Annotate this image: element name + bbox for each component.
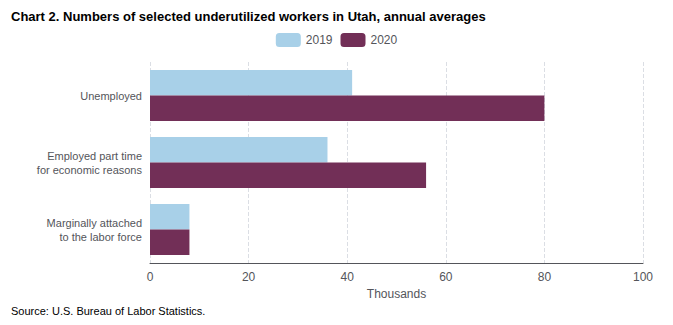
svg-text:2019: 2019 [306, 33, 333, 47]
svg-text:Unemployed: Unemployed [80, 90, 142, 102]
svg-text:for economic reasons: for economic reasons [37, 164, 143, 176]
svg-text:60: 60 [439, 270, 453, 284]
svg-text:Thousands: Thousands [367, 287, 426, 301]
svg-text:80: 80 [538, 270, 552, 284]
svg-text:Source: U.S. Bureau of Labor S: Source: U.S. Bureau of Labor Statistics. [11, 305, 205, 317]
svg-text:20: 20 [242, 270, 256, 284]
svg-text:40: 40 [341, 270, 355, 284]
svg-text:to the labor force: to the labor force [59, 231, 142, 243]
svg-text:Marginally attached: Marginally attached [47, 217, 142, 229]
svg-text:0: 0 [147, 270, 154, 284]
svg-text:Chart 2. Numbers of selected u: Chart 2. Numbers of selected underutiliz… [11, 9, 486, 24]
svg-text:100: 100 [633, 270, 653, 284]
svg-text:2020: 2020 [371, 33, 398, 47]
svg-text:Employed part time: Employed part time [47, 150, 142, 162]
